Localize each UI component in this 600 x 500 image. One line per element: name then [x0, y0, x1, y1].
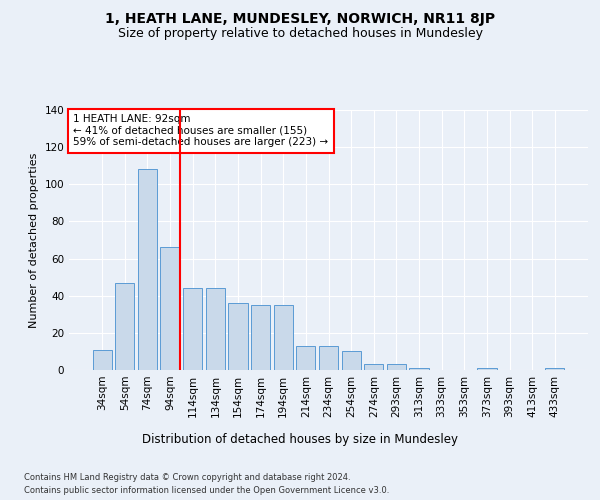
Text: 1, HEATH LANE, MUNDESLEY, NORWICH, NR11 8JP: 1, HEATH LANE, MUNDESLEY, NORWICH, NR11 … — [105, 12, 495, 26]
Bar — [319, 346, 338, 370]
Bar — [364, 364, 383, 370]
Bar — [477, 368, 497, 370]
Bar — [183, 288, 202, 370]
Bar — [274, 305, 293, 370]
Bar — [409, 368, 428, 370]
Text: Size of property relative to detached houses in Mundesley: Size of property relative to detached ho… — [118, 28, 482, 40]
Bar — [206, 288, 225, 370]
Bar — [138, 170, 157, 370]
Bar — [251, 305, 270, 370]
Text: 1 HEATH LANE: 92sqm
← 41% of detached houses are smaller (155)
59% of semi-detac: 1 HEATH LANE: 92sqm ← 41% of detached ho… — [73, 114, 328, 148]
Bar — [545, 368, 565, 370]
Y-axis label: Number of detached properties: Number of detached properties — [29, 152, 39, 328]
Text: Distribution of detached houses by size in Mundesley: Distribution of detached houses by size … — [142, 432, 458, 446]
Bar — [115, 282, 134, 370]
Bar — [341, 352, 361, 370]
Bar — [387, 364, 406, 370]
Bar — [296, 346, 316, 370]
Bar — [229, 303, 248, 370]
Bar — [160, 248, 180, 370]
Text: Contains public sector information licensed under the Open Government Licence v3: Contains public sector information licen… — [24, 486, 389, 495]
Text: Contains HM Land Registry data © Crown copyright and database right 2024.: Contains HM Land Registry data © Crown c… — [24, 472, 350, 482]
Bar — [92, 350, 112, 370]
